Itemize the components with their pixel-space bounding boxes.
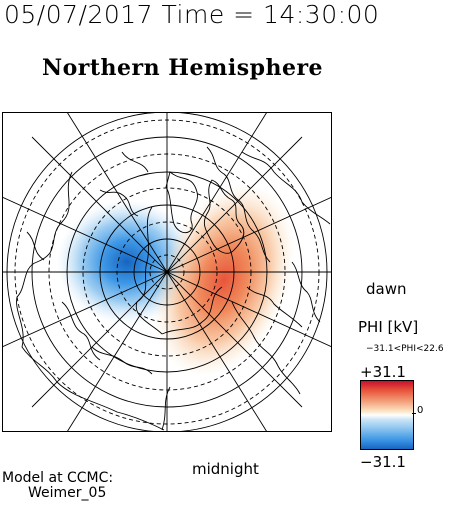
colorbar-range: −31.1<PHI<22.6 xyxy=(366,344,444,354)
model-credit-line2: Weimer_05 xyxy=(28,485,107,501)
colorbar-zero-tick xyxy=(412,413,416,414)
coastlines xyxy=(16,146,331,431)
dawn-label: dawn xyxy=(366,280,407,298)
colorbar-title: PHI [kV] xyxy=(358,318,419,336)
colorbar xyxy=(360,380,414,450)
meridian-lines xyxy=(2,112,332,432)
colorbar-zero-label: 0 xyxy=(417,405,424,416)
page-title: Northern Hemisphere xyxy=(42,55,324,81)
colorbar-max-label: +31.1 xyxy=(360,363,406,381)
midnight-label: midnight xyxy=(192,460,259,478)
timestamp: 05/07/2017 Time = 14:30:00 xyxy=(4,0,380,29)
colorbar-min-label: −31.1 xyxy=(360,453,406,471)
polar-map xyxy=(2,112,332,432)
model-credit-line1: Model at CCMC: xyxy=(2,470,114,486)
